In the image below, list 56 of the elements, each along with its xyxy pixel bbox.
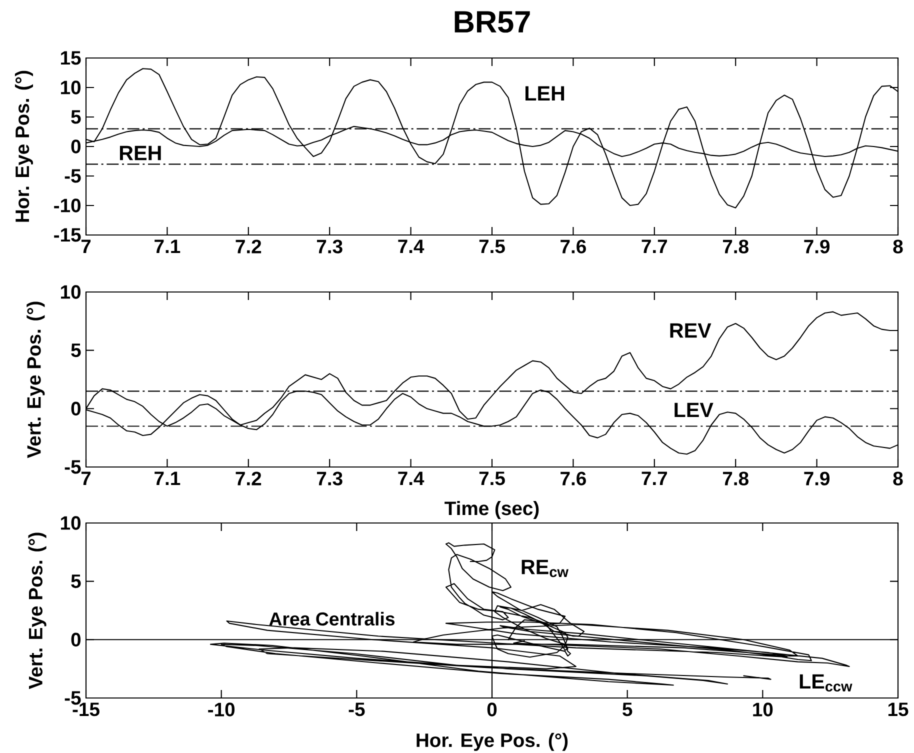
x-tick-label: 7	[81, 472, 91, 485]
x-tick-label: 7.5	[479, 240, 505, 254]
legend-label: REV	[670, 323, 712, 338]
x-tick-label: 7.2	[236, 240, 262, 254]
x-tick-label: 7.6	[560, 472, 586, 486]
series-label: LEV	[674, 402, 714, 418]
y-tick-label: -5	[64, 691, 81, 705]
y-tick-label: 10	[61, 80, 81, 94]
x-tick-label: 7	[81, 240, 91, 253]
x-tick-label: -5	[348, 702, 365, 716]
y-tick-label: -5	[64, 460, 81, 474]
y-tick-label: -10	[54, 198, 81, 212]
ref-line-label: Area Centralis	[269, 612, 395, 626]
y-tick-label: 5	[71, 344, 81, 358]
y-tick-label: 10	[61, 285, 81, 299]
x-tick-label: 7.9	[804, 472, 830, 486]
y-axis-title: Vert. Eye Pos. (°)	[26, 302, 45, 458]
x-tick-label: 0	[487, 702, 497, 716]
legend-label: LE$_{ccw}$	[800, 674, 852, 692]
x-tick-label: 7.5	[479, 472, 505, 486]
x-tick-label: 5	[622, 702, 632, 716]
y-tick-label: -5	[64, 169, 81, 183]
x-tick-label: 8	[893, 472, 903, 486]
legend-label: REH	[120, 146, 161, 160]
x-tick-label: 7.9	[804, 240, 830, 254]
y-tick-label: 15	[61, 51, 81, 65]
x-tick-label: 7.4	[398, 472, 424, 485]
y-tick-label: 0	[71, 140, 81, 154]
x-tick-label: 10	[753, 702, 773, 716]
x-tick-label: 7.2	[236, 472, 262, 486]
y-tick-label: 0	[71, 632, 81, 646]
x-tick-label: 7.6	[560, 240, 586, 254]
x-tick-label: -10	[208, 702, 235, 716]
x-axis-title: Hor. Eye Pos. (°)	[416, 732, 568, 751]
chart-title: BR57	[454, 11, 530, 33]
series-label: RE$_{cw}$	[522, 560, 568, 578]
x-tick-label: 15	[888, 702, 908, 716]
y-tick-label: -15	[54, 228, 81, 242]
x-tick-label: 7.3	[317, 240, 342, 254]
y-tick-label: 0	[71, 402, 81, 416]
x-tick-label: 7.8	[723, 240, 748, 254]
series-label: LEH	[526, 86, 564, 101]
x-axis-title: Time (sec)	[444, 501, 539, 520]
x-tick-label: 7.7	[642, 240, 667, 253]
x-tick-label: 7.1	[154, 472, 180, 485]
x-tick-label: 7.7	[642, 472, 667, 485]
x-tick-label: 7.3	[317, 472, 342, 486]
y-tick-label: 10	[61, 516, 81, 530]
y-tick-label: 5	[71, 110, 81, 124]
y-axis-title: Vert. Eye Pos. (°)	[28, 532, 46, 690]
y-tick-label: 5	[71, 574, 81, 588]
x-tick-label: 8	[893, 240, 903, 254]
x-tick-label: 7.4	[398, 240, 424, 253]
x-tick-label: 7.8	[723, 472, 748, 486]
x-tick-label: 7.1	[154, 240, 180, 253]
y-axis-title: Hor. Eye Pos. (°)	[14, 70, 33, 222]
